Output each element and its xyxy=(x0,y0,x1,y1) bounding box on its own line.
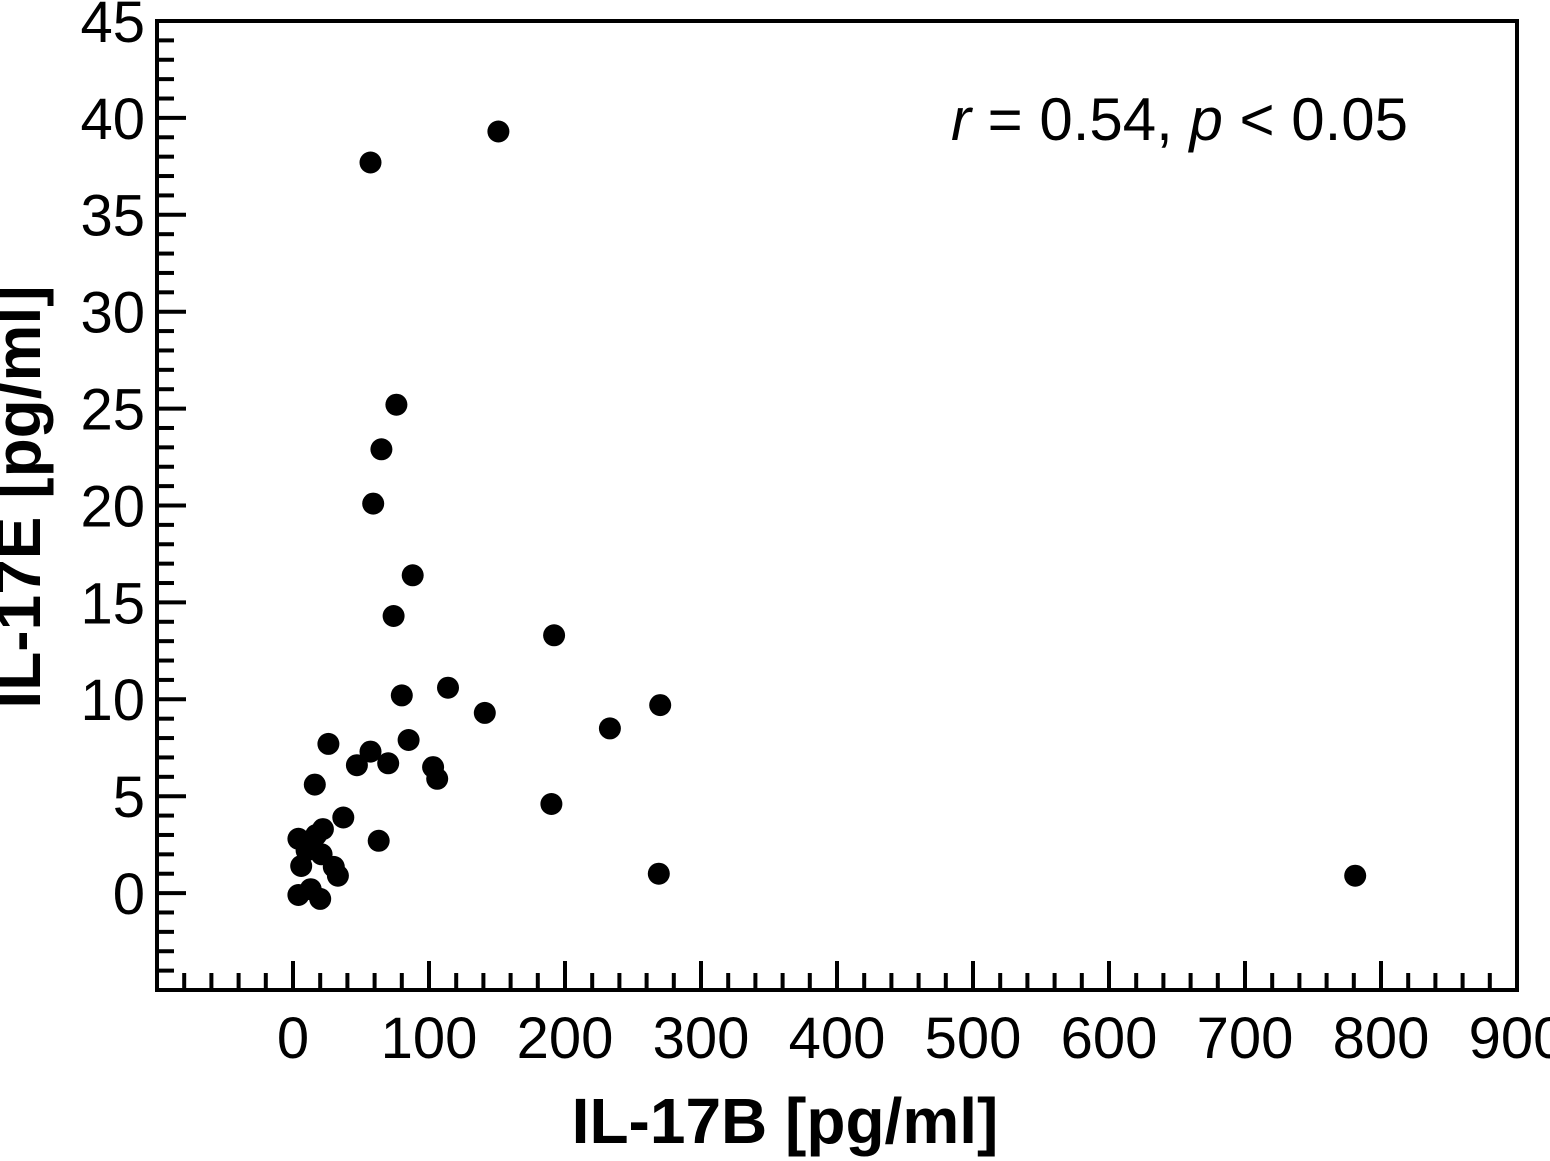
annotation-text: = 0.54, xyxy=(971,86,1190,153)
plot-frame xyxy=(155,19,1519,992)
data-point xyxy=(303,773,326,796)
data-point xyxy=(473,701,496,724)
tick-labels-group: 0 100 200 300 400 500 600 700 800 900 0 5 10 15 20 25 30… xyxy=(80,0,1550,1071)
y-tick-label: 10 xyxy=(80,668,145,733)
data-point xyxy=(385,393,408,416)
data-point xyxy=(367,829,390,852)
data-point xyxy=(397,729,420,751)
data-point xyxy=(1344,864,1367,887)
data-point xyxy=(426,767,449,790)
x-tick-label: 100 xyxy=(381,1006,478,1071)
correlation-annotation: r = 0.54, p < 0.05 xyxy=(951,86,1408,153)
x-tick-label: 400 xyxy=(789,1006,886,1071)
annotation-text: < 0.05 xyxy=(1223,86,1408,153)
x-tick-label: 300 xyxy=(653,1006,750,1071)
x-tick-label: 800 xyxy=(1333,1006,1430,1071)
data-point xyxy=(359,740,382,763)
data-point xyxy=(362,492,385,515)
y-axis-title: IL-17E [pg/ml] xyxy=(0,285,54,708)
data-point xyxy=(401,564,424,587)
data-point xyxy=(649,694,672,717)
x-tick-label: 700 xyxy=(1197,1006,1294,1071)
data-point xyxy=(317,732,340,755)
x-tick-label: 200 xyxy=(517,1006,614,1071)
annotation-variable: r xyxy=(951,86,973,153)
y-tick-label: 15 xyxy=(80,571,145,636)
data-point xyxy=(309,887,332,910)
y-tick-label: 25 xyxy=(80,377,145,442)
data-point xyxy=(382,605,405,627)
data-point xyxy=(290,855,313,877)
data-point xyxy=(437,676,459,699)
data-point xyxy=(390,684,413,707)
data-point xyxy=(647,862,670,885)
x-axis-title: IL-17B [pg/ml] xyxy=(572,1085,999,1157)
x-tick-label: 500 xyxy=(925,1006,1022,1071)
data-point xyxy=(359,151,382,174)
y-tick-label: 45 xyxy=(80,0,145,55)
plot-frame-group xyxy=(155,19,1519,992)
data-point xyxy=(598,717,621,740)
y-tick-label: 30 xyxy=(80,281,145,346)
x-tick-label: 900 xyxy=(1469,1006,1550,1071)
x-tick-label: 600 xyxy=(1061,1006,1158,1071)
data-point xyxy=(543,624,566,647)
data-point xyxy=(377,752,400,775)
points-group xyxy=(287,120,1367,910)
data-point xyxy=(326,864,349,887)
data-point xyxy=(540,793,563,815)
y-tick-label: 40 xyxy=(80,87,145,152)
y-tick-label: 35 xyxy=(80,184,145,249)
ticks-group xyxy=(159,38,1492,988)
x-tick-label: 0 xyxy=(277,1006,309,1071)
annotation-variable: p xyxy=(1187,86,1222,153)
data-point xyxy=(370,438,393,461)
data-point xyxy=(332,806,355,829)
y-tick-label: 0 xyxy=(113,862,145,927)
y-tick-label: 5 xyxy=(113,765,145,830)
data-point xyxy=(345,754,368,777)
data-point xyxy=(487,120,510,143)
y-tick-label: 20 xyxy=(80,474,145,539)
